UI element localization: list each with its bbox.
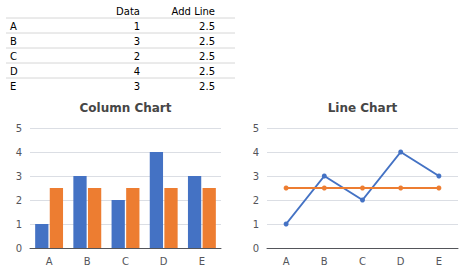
svg-text:2: 2: [134, 51, 140, 62]
svg-text:4: 4: [134, 66, 140, 77]
svg-text:E: E: [436, 256, 442, 267]
svg-text:3: 3: [134, 36, 140, 47]
svg-text:D: D: [397, 256, 405, 267]
svg-text:A: A: [10, 21, 17, 32]
svg-text:Line Chart: Line Chart: [328, 101, 398, 115]
svg-text:C: C: [122, 256, 129, 267]
svg-text:4: 4: [253, 147, 259, 158]
svg-text:B: B: [10, 36, 17, 47]
svg-text:2.5: 2.5: [199, 21, 215, 32]
svg-text:5: 5: [16, 123, 22, 134]
svg-text:2: 2: [253, 195, 259, 206]
svg-text:2.5: 2.5: [199, 36, 215, 47]
svg-text:1: 1: [253, 219, 259, 230]
svg-text:Column Chart: Column Chart: [79, 101, 171, 115]
svg-text:0: 0: [253, 243, 259, 254]
svg-text:Data: Data: [116, 6, 140, 17]
svg-text:3: 3: [16, 171, 22, 182]
svg-text:3: 3: [253, 171, 259, 182]
svg-text:1: 1: [134, 21, 140, 32]
svg-text:B: B: [321, 256, 328, 267]
svg-text:2: 2: [16, 195, 22, 206]
svg-text:E: E: [199, 256, 205, 267]
svg-text:B: B: [84, 256, 91, 267]
svg-text:C: C: [10, 51, 17, 62]
svg-text:2.5: 2.5: [199, 51, 215, 62]
svg-text:1: 1: [16, 219, 22, 230]
svg-text:0: 0: [16, 243, 22, 254]
svg-text:C: C: [359, 256, 366, 267]
svg-text:Add Line: Add Line: [172, 6, 215, 17]
svg-text:2.5: 2.5: [199, 81, 215, 92]
svg-text:A: A: [283, 256, 290, 267]
svg-text:3: 3: [134, 81, 140, 92]
svg-text:2.5: 2.5: [199, 66, 215, 77]
svg-text:D: D: [160, 256, 168, 267]
svg-text:5: 5: [253, 123, 259, 134]
svg-text:A: A: [46, 256, 53, 267]
svg-text:4: 4: [16, 147, 22, 158]
svg-text:D: D: [10, 66, 18, 77]
svg-text:E: E: [10, 81, 16, 92]
